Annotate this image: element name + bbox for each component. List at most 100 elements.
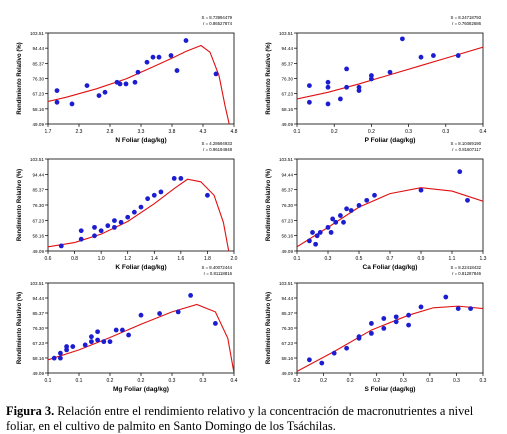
x-tick-label: 0.2 bbox=[368, 129, 375, 135]
data-point bbox=[58, 243, 64, 249]
fit-statistic: r = 0.81118816 bbox=[204, 271, 233, 276]
fit-statistic: S = 8.73994479 bbox=[202, 15, 233, 20]
y-tick-label: 76.30 bbox=[33, 203, 45, 208]
y-tick-label: 85.37 bbox=[282, 311, 294, 316]
data-point bbox=[465, 197, 470, 203]
y-tick-label: 58.16 bbox=[282, 356, 294, 361]
x-tick-label: 0.1 bbox=[45, 378, 52, 384]
data-point bbox=[457, 169, 463, 175]
data-point bbox=[406, 322, 411, 328]
data-point bbox=[455, 53, 461, 58]
x-axis-label: Mg Foliar (dag/kg) bbox=[113, 386, 169, 393]
x-tick-label: 0.2 bbox=[294, 378, 301, 384]
data-point bbox=[314, 233, 320, 239]
x-axis-label: Ca Foliar (dag/kg) bbox=[363, 264, 418, 271]
fit-statistic: S = 8.40072444 bbox=[202, 265, 233, 270]
y-tick-label: 49.09 bbox=[282, 371, 294, 376]
data-point bbox=[418, 54, 424, 60]
plot-frame bbox=[296, 282, 484, 374]
y-tick-label: 94.44 bbox=[33, 296, 45, 301]
data-point bbox=[381, 316, 387, 321]
y-tick-label: 67.23 bbox=[33, 341, 45, 346]
data-point bbox=[125, 214, 131, 220]
y-tick-label: 103.51 bbox=[279, 157, 293, 162]
data-point bbox=[310, 230, 315, 235]
chart-panel-6: 49.09 58.16 67.23 76.30 85.37 94.44 103.51 0.2 0… bbox=[266, 265, 487, 393]
y-tick-label: 94.44 bbox=[282, 46, 294, 51]
y-tick-label: 67.23 bbox=[282, 341, 294, 346]
data-point bbox=[64, 347, 69, 353]
x-tick-label: 1.2 bbox=[124, 256, 131, 262]
x-tick-label: 0.3 bbox=[325, 256, 332, 262]
plot-frame bbox=[47, 32, 235, 125]
y-tick-label: 103.51 bbox=[279, 31, 293, 36]
data-point bbox=[369, 73, 374, 78]
x-tick-label: 0.9 bbox=[418, 256, 425, 262]
x-axis-label: N Foliar (dag/kg) bbox=[115, 137, 166, 144]
x-tick-label: 1.7 bbox=[45, 129, 52, 135]
data-point bbox=[145, 196, 151, 202]
plot-frame bbox=[296, 32, 484, 125]
x-tick-label: 0.3 bbox=[453, 378, 460, 384]
x-tick-label: 1.1 bbox=[449, 256, 456, 262]
data-point bbox=[307, 357, 312, 363]
data-point bbox=[64, 344, 69, 349]
data-point bbox=[348, 208, 354, 213]
data-point bbox=[123, 81, 129, 87]
data-point bbox=[205, 192, 210, 198]
data-point bbox=[175, 309, 181, 315]
data-point bbox=[135, 69, 141, 75]
data-point bbox=[443, 294, 449, 300]
data-point bbox=[213, 71, 219, 77]
fitted-curve bbox=[48, 303, 234, 373]
data-point bbox=[381, 326, 387, 331]
data-point bbox=[69, 101, 75, 107]
fit-statistic: r = 0.86527874 bbox=[203, 21, 233, 26]
x-tick-label: 2.8 bbox=[107, 129, 114, 135]
data-point bbox=[393, 319, 399, 325]
y-axis-label: Rendimiento Relativo (%) bbox=[266, 42, 272, 114]
data-point bbox=[131, 209, 137, 215]
fitted-curve bbox=[297, 187, 483, 248]
caption-label: Figura 3. bbox=[6, 404, 55, 418]
fitted-curve bbox=[297, 46, 483, 100]
caption-text: Relación entre el rendimiento relativo y… bbox=[6, 404, 474, 433]
x-tick-label: 0.3 bbox=[426, 378, 433, 384]
data-point bbox=[313, 241, 318, 247]
y-tick-label: 49.09 bbox=[282, 122, 294, 127]
data-point bbox=[393, 314, 399, 320]
data-point bbox=[156, 54, 162, 60]
fit-statistic: S = 4.28694933 bbox=[202, 141, 233, 146]
data-point bbox=[92, 224, 97, 230]
fit-statistic: S = 8.22418432 bbox=[451, 265, 482, 270]
data-point bbox=[317, 230, 323, 235]
chart-panel-2: 49.09 58.16 67.23 76.30 85.37 94.44 103.51 0.1 0… bbox=[266, 15, 487, 144]
x-axis-label: P Foliar (dag/kg) bbox=[365, 137, 416, 144]
x-tick-label: 0.3 bbox=[169, 378, 176, 384]
data-point bbox=[107, 339, 113, 345]
data-point bbox=[400, 36, 405, 42]
x-tick-label: 0.1 bbox=[294, 256, 301, 262]
x-tick-label: 3.8 bbox=[169, 129, 176, 135]
y-tick-label: 94.44 bbox=[33, 46, 45, 51]
x-tick-label: 0.2 bbox=[331, 129, 338, 135]
data-point bbox=[418, 304, 424, 310]
data-point bbox=[89, 334, 94, 340]
data-point bbox=[51, 355, 57, 361]
x-tick-label: 0.4 bbox=[231, 378, 238, 384]
data-point bbox=[387, 69, 393, 75]
data-point bbox=[372, 192, 377, 198]
data-point bbox=[168, 53, 174, 58]
data-point bbox=[174, 68, 180, 73]
data-point bbox=[364, 197, 370, 203]
data-point bbox=[406, 312, 411, 318]
figure-caption: Figura 3. Relación entre el rendimiento … bbox=[6, 404, 503, 434]
x-tick-label: 0.1 bbox=[76, 378, 83, 384]
data-point bbox=[325, 84, 331, 90]
data-point bbox=[356, 335, 362, 341]
data-point bbox=[157, 311, 163, 316]
data-point bbox=[54, 88, 60, 94]
data-point bbox=[101, 339, 107, 345]
x-tick-label: 0.3 bbox=[400, 378, 407, 384]
y-tick-label: 76.30 bbox=[282, 203, 294, 208]
